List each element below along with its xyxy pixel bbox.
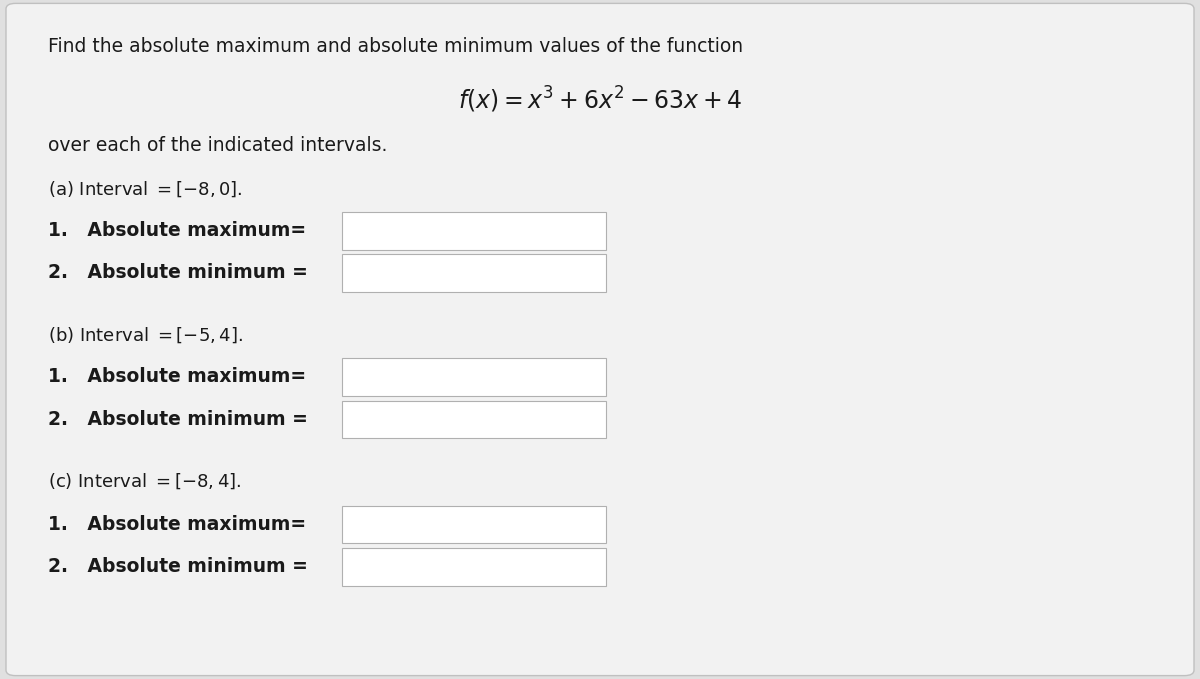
Text: (c) Interval $= [-8, 4]$.: (c) Interval $= [-8, 4]$. [48, 472, 241, 492]
Text: Find the absolute maximum and absolute minimum values of the function: Find the absolute maximum and absolute m… [48, 37, 743, 56]
Text: $f(x) = x^3 + 6x^2 - 63x + 4$: $f(x) = x^3 + 6x^2 - 63x + 4$ [458, 85, 742, 115]
Text: over each of the indicated intervals.: over each of the indicated intervals. [48, 136, 388, 155]
Text: 1.   Absolute maximum=: 1. Absolute maximum= [48, 221, 306, 240]
Text: 1.   Absolute maximum=: 1. Absolute maximum= [48, 367, 306, 386]
Text: 2.   Absolute minimum =: 2. Absolute minimum = [48, 557, 308, 576]
Text: (b) Interval $= [-5, 4]$.: (b) Interval $= [-5, 4]$. [48, 326, 242, 346]
Text: 2.   Absolute minimum =: 2. Absolute minimum = [48, 263, 308, 282]
Text: 1.   Absolute maximum=: 1. Absolute maximum= [48, 515, 306, 534]
Text: (a) Interval $= [-8, 0]$.: (a) Interval $= [-8, 0]$. [48, 180, 242, 200]
Text: 2.   Absolute minimum =: 2. Absolute minimum = [48, 410, 308, 429]
